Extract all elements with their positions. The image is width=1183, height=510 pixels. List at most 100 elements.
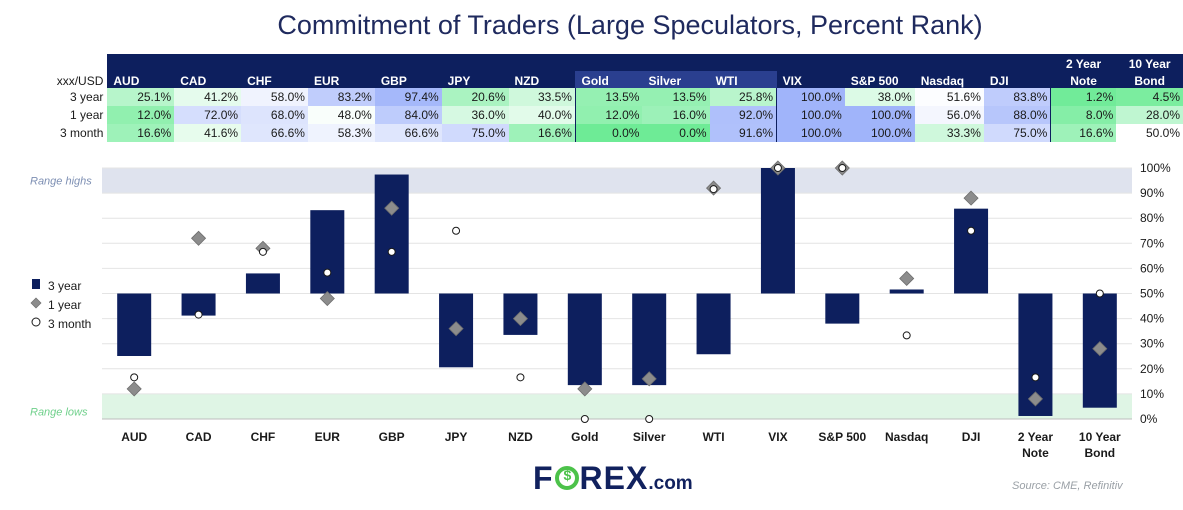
source-note: Source: CME, Refinitiv [1012,480,1123,492]
table-cell: 38.0% [844,88,915,106]
chart-legend: 3 year 1 year 3 month [30,276,91,333]
table-cell: 16.6% [1050,124,1117,142]
table-row: 3 year 25.1% 41.2% 58.0% 83.2% 97.4% 20.6% 33.5… [48,88,1183,106]
marker-1-year [126,381,142,397]
marker-1-year [384,200,400,216]
table-cell: 28.0% [1116,106,1183,124]
column-header-line1: 10 Year [1116,54,1183,71]
column-header-line1: 2 Year [1050,54,1117,71]
table-cell: 68.0% [241,106,308,124]
y-tick-label: 100% [1140,161,1171,175]
table-cell: 40.0% [508,106,576,124]
y-tick-label: 90% [1140,186,1164,200]
corner-label: xxx/USD [48,71,108,88]
table-cell: 4.5% [1116,88,1183,106]
bar-3-year [760,168,795,294]
table-cell: 13.5% [642,88,710,106]
marker-3-month [902,331,911,340]
marker-1-year [255,240,271,256]
marker-3-month [967,226,976,235]
y-tick-label: 50% [1140,287,1164,301]
column-header: NZD [508,71,576,88]
column-header: CAD [174,71,242,88]
marker-1-year [1092,341,1108,357]
legend-item-3-month: 3 month [30,314,91,333]
x-tick-label: Silver [633,430,666,444]
marker-1-year [641,371,657,387]
marker-3-month [258,247,267,256]
row-label: 3 year [70,90,104,104]
table-cell: 8.0% [1050,106,1117,124]
legend-label: 3 year [48,278,82,293]
marker-1-year [770,160,786,176]
marker-3-month [645,415,654,423]
x-tick-label: DJI [962,430,981,444]
bar-3-year [567,293,602,386]
column-header: AUD [107,71,175,88]
column-header: DJI [983,71,1051,88]
table-cell: 84.0% [374,106,442,124]
table-cell: 100.0% [844,124,915,142]
range-high-label: Range highs [30,176,92,188]
y-tick-label: 20% [1140,362,1164,376]
bar-3-year [1082,293,1117,408]
marker-1-year [448,321,464,337]
range-low-label: Range lows [30,406,88,418]
bar-3-year [503,293,538,335]
table-row: 3 month 16.6% 41.6% 66.6% 58.3% 66.6% 75.0% 16.… [48,124,1183,142]
range-low-band [102,393,1132,419]
table-corner [48,54,108,71]
column-header-line1 [174,54,242,71]
column-header-line1 [642,54,710,71]
column-header-line1 [441,54,509,71]
table-cell: 36.0% [441,106,509,124]
column-header-line1 [508,54,576,71]
table-cell: 58.0% [241,88,308,106]
x-tick-label: GBP [379,430,405,444]
marker-1-year [1027,391,1044,407]
legend-label: 1 year [48,297,82,312]
marker-1-year [705,180,722,196]
column-header: CHF [241,71,308,88]
logo-suffix: .com [648,473,693,494]
legend-label: 3 month [48,316,92,331]
x-tick-label: 10 Year [1079,430,1121,444]
y-tick-label: 40% [1140,312,1164,326]
x-tick-label: Note [1022,446,1049,460]
x-tick-label: EUR [315,430,341,444]
column-header: VIX [776,71,845,88]
table-cell: 50.0% [1116,124,1183,142]
x-tick-label: CHF [251,430,276,444]
table-cell: 83.2% [307,88,375,106]
legend-item-3-year: 3 year [30,276,91,295]
logo-coin-icon: $ [554,466,579,490]
marker-3-month [516,373,525,382]
marker-3-month [194,310,203,319]
bar-3-year [374,174,409,294]
table-cell: 100.0% [776,106,845,124]
bar-swatch-icon [30,278,42,293]
x-tick-label: WTI [703,430,725,444]
y-tick-label: 0% [1140,412,1158,426]
y-tick-label: 70% [1140,236,1164,250]
table-cell: 20.6% [441,88,509,106]
marker-1-year [319,290,335,307]
table-cell: 75.0% [983,124,1052,142]
marker-1-year [963,190,979,206]
table-cell: 33.3% [914,124,984,142]
table-cell: 58.3% [307,124,375,142]
table-cell: 100.0% [776,88,845,106]
bar-3-year [825,293,860,324]
table-cell: 92.0% [709,106,778,124]
table-cell: 88.0% [983,106,1052,124]
chart-title: Commitment of Traders (Large Speculators… [277,10,983,40]
bar-3-year [117,293,152,356]
column-header: Bond [1116,71,1183,88]
column-header-line1 [844,54,915,71]
column-header: S&P 500 [844,71,915,88]
column-header: Note [1050,71,1117,88]
column-header: Silver [642,71,710,88]
table-cell: 16.0% [642,106,710,124]
marker-1-year [834,160,850,176]
y-tick-label: 60% [1140,261,1164,275]
